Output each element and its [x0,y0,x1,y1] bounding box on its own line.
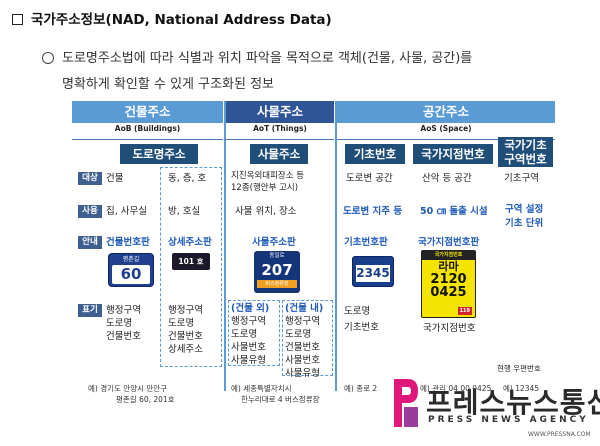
header-building-address: 건물주소 [72,101,223,123]
detail-guide: 상세주소판 [168,237,212,248]
point-footnote: 예) 관리 04 00 0425 [420,384,492,393]
press-news-logo-icon [394,379,418,427]
subheader-space: AoS (Space) [420,124,472,133]
header-space-address: 공간주소 [337,101,555,123]
plate-point-line-2: 0425 [430,285,467,300]
watermark-korean: 프레스뉴스통신 [426,386,600,419]
header-object-address: 사물주소 [226,101,334,123]
page-title: 국가주소정보(NAD, National Address Data) [12,8,332,28]
description-line-1: 도로명주소법에 따라 식별과 위치 파악을 목적으로 객체(건물, 사물, 공간… [62,51,473,66]
row-label-target: 대상 [78,172,102,185]
category-object-address: 사물주소 [250,144,308,164]
object-guide: 사물주소판 [252,237,296,248]
point-target: 산악 등 공간 [422,173,472,184]
point-use: 50 ㎝ 돌출 시설 [420,206,488,217]
point-notation: 국가지점번호 [423,323,476,334]
object-address-plate: 동일로 207 버스정류장 [254,251,300,293]
header-rule [72,139,223,140]
row-label-use: 사용 [78,205,102,218]
category-national-point: 국가지점번호 [413,144,493,164]
subheader-building: AoB (Buildings) [114,124,181,133]
national-point-plate: 국가지점번호 라마 2120 0425 119 [421,250,476,318]
header-rule [226,139,334,140]
row-label-notation: 표기 [78,304,102,317]
object-target: 지진옥외대피장소 등 12종(행안부 고시) [231,171,305,193]
base-target: 도로변 공간 [346,173,393,184]
detail-use: 방, 호실 [168,206,201,217]
bullet-circle-icon [42,52,54,64]
column-divider [335,101,337,391]
building-notation: 행정구역 도로명 건물번호 [106,305,141,342]
base-guide: 기초번호판 [344,237,388,248]
description: 도로명주소법에 따라 식별과 위치 파악을 목적으로 객체(건물, 사물, 공간… [42,46,582,98]
detail-target: 동, 층, 호 [168,173,207,184]
building-guide: 건물번호판 [106,237,150,248]
inside-building-group [282,300,333,376]
watermark-english: PRESS NEWS AGENCY [428,415,589,425]
description-line-2: 명확하게 확인할 수 있게 구조화된 정보 [62,77,275,92]
building-target: 건물 [106,173,124,184]
base-notation: 도로명 기초번호 [344,306,379,333]
header-rule [337,139,555,140]
building-number-plate: 평촌길 60 [108,253,154,287]
plate-point-title: 국가지점번호 [422,251,475,260]
plate-object-number: 207 [257,261,297,279]
detail-notation: 행정구역 도로명 건물번호 상세주소 [168,305,203,355]
object-inside-notation: (건물 내) 행정구역 도로명 건물번호 사물번호 사물유형 [285,303,324,379]
object-outside-notation: (건물 외) 행정구역 도로명 사물번호 사물유형 [231,303,270,366]
zone-notation: 현행 우편번호 [497,364,541,373]
base-use: 도로변 지주 등 [343,206,403,217]
zone-use: 구역 설정 기초 단위 [505,204,544,229]
plate-road-name: 동일로 [269,253,285,259]
zone-target: 기초구역 [504,173,539,184]
plate-point-line-1: 2120 [430,272,467,287]
detail-address-plate: 101 호 [172,253,210,270]
base-number-plate: 2345 [352,256,394,287]
plate-object-type: 버스정류장 [257,280,297,288]
zone-footnote: 예) 12345 [503,384,540,393]
row-label-guide: 안내 [78,236,102,249]
object-footnote: 예) 세종특별자치시 한누리대로 4 버스정류장 [231,384,320,404]
base-footnote: 예) 종로 2 [344,384,378,393]
plate-base-number: 2345 [356,265,390,282]
plate-point-letters: 라마 [438,260,459,273]
watermark-url: WWW.PRESSNA.COM [528,431,591,438]
column-divider [224,101,226,391]
detail-address-group [160,167,222,367]
plate-road-name: 평촌길 [122,256,140,263]
outside-building-group [228,300,280,366]
category-base-number: 기초번호 [345,144,405,164]
point-guide: 국가지점번호판 [418,237,480,248]
building-footnote: 예) 경기도 안양시 만안구 평촌길 60, 201호 [88,384,175,404]
subheader-object: AoT (Things) [253,124,307,133]
plate-building-number: 60 [112,265,150,284]
checkbox-square-icon [12,14,23,25]
object-use: 사물 위치, 장소 [235,206,297,217]
building-use: 집, 사무실 [106,206,147,217]
category-national-base-zone: 국가기초 구역번호 [498,137,553,167]
plate-point-emergency: 119 [457,307,472,315]
category-road-address: 도로명주소 [120,144,198,164]
